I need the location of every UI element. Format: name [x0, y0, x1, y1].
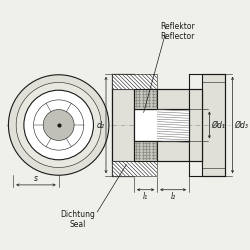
Text: Dichtung
Seal: Dichtung Seal: [60, 210, 96, 230]
Text: Reflektor
Reflector: Reflektor Reflector: [160, 22, 195, 41]
Circle shape: [8, 75, 109, 175]
Bar: [134, 142, 157, 161]
Circle shape: [24, 90, 94, 160]
Text: Ød₁: Ød₁: [211, 120, 225, 130]
Circle shape: [34, 100, 84, 150]
Text: d₂: d₂: [96, 120, 104, 130]
Text: l₁: l₁: [143, 192, 148, 201]
Text: s: s: [34, 174, 38, 183]
Text: l₂: l₂: [170, 192, 176, 201]
Bar: [112, 74, 134, 176]
Circle shape: [16, 82, 101, 168]
Bar: [202, 74, 225, 176]
Bar: [134, 108, 189, 142]
Circle shape: [43, 110, 74, 140]
Bar: [112, 161, 157, 176]
Bar: [189, 89, 202, 161]
Bar: [112, 74, 157, 89]
Bar: [112, 89, 189, 161]
Text: Ød₃: Ød₃: [234, 120, 248, 130]
Bar: [134, 89, 157, 108]
